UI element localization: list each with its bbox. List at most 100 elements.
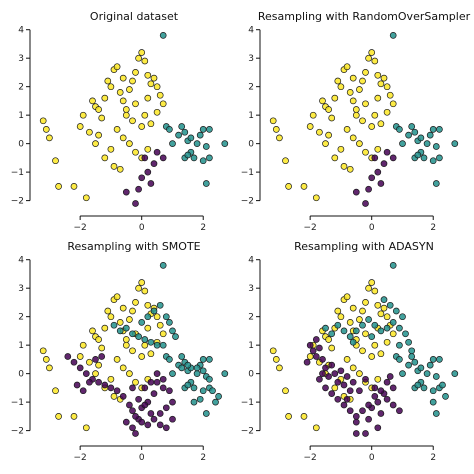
data-point-class-1 — [199, 367, 207, 375]
data-point-class-0 — [132, 413, 139, 420]
data-point-class-1 — [432, 180, 440, 187]
data-point-class-2 — [343, 126, 351, 133]
data-point-class-1 — [196, 131, 204, 139]
data-point-class-1 — [386, 301, 394, 309]
y-tick-label: 0 — [248, 140, 254, 150]
data-point-class-2 — [107, 375, 115, 383]
data-point-class-0 — [319, 356, 326, 363]
data-point-class-1 — [436, 356, 443, 363]
data-point-class-0 — [169, 398, 176, 406]
data-point-class-0 — [82, 370, 90, 377]
data-point-class-2 — [135, 54, 142, 62]
data-point-class-1 — [156, 301, 164, 309]
data-point-class-1 — [199, 387, 207, 395]
data-point-class-2 — [343, 63, 351, 71]
y-tick-label: −1 — [11, 398, 24, 408]
data-point-class-0 — [135, 185, 142, 193]
data-point-class-2 — [116, 319, 124, 326]
data-point-class-2 — [92, 140, 99, 147]
data-point-class-0 — [70, 358, 78, 366]
data-point-class-2 — [86, 358, 93, 366]
y-tick-label: 2 — [18, 83, 24, 93]
data-point-class-2 — [153, 108, 161, 116]
x-tick-label: 0 — [369, 223, 375, 233]
y-tick-label: 4 — [18, 26, 24, 36]
data-point-class-0 — [352, 413, 360, 420]
data-point-class-2 — [377, 120, 385, 128]
data-point-class-2 — [377, 80, 385, 88]
data-point-class-2 — [156, 321, 164, 329]
data-point-class-1 — [426, 361, 434, 369]
data-point-class-2 — [119, 134, 127, 142]
data-point-class-1 — [396, 324, 403, 332]
data-point-class-1 — [181, 128, 189, 136]
data-point-class-0 — [147, 410, 155, 417]
data-point-class-2 — [328, 344, 336, 352]
data-point-class-2 — [129, 117, 136, 125]
data-point-class-2 — [153, 83, 161, 91]
data-point-class-2 — [129, 347, 136, 355]
data-point-class-2 — [356, 370, 363, 377]
data-point-class-2 — [343, 293, 351, 301]
data-point-class-0 — [383, 395, 391, 403]
data-point-class-1 — [432, 410, 440, 417]
data-point-class-0 — [377, 180, 385, 187]
data-point-class-2 — [331, 154, 339, 162]
data-point-class-2 — [352, 106, 360, 113]
data-point-class-1 — [116, 327, 124, 335]
data-point-class-0 — [374, 424, 382, 432]
data-point-class-2 — [334, 77, 342, 85]
data-point-class-1 — [420, 154, 428, 162]
data-point-class-0 — [73, 381, 81, 389]
data-point-class-1 — [392, 307, 400, 315]
y-tick-label: −1 — [241, 168, 254, 178]
y-tick-label: 3 — [248, 54, 254, 64]
data-point-class-1 — [215, 393, 222, 400]
data-point-class-2 — [132, 69, 139, 76]
data-point-class-2 — [138, 353, 146, 360]
data-point-class-2 — [39, 347, 47, 355]
data-point-class-1 — [110, 321, 118, 329]
data-point-class-2 — [42, 356, 50, 363]
y-tick-label: 2 — [18, 313, 24, 323]
data-point-class-0 — [346, 407, 354, 415]
data-point-class-0 — [138, 174, 146, 182]
data-point-class-1 — [349, 338, 357, 346]
data-point-class-1 — [184, 361, 192, 369]
data-point-class-1 — [147, 338, 155, 346]
data-point-class-2 — [104, 307, 112, 315]
data-point-class-1 — [365, 316, 372, 323]
x-tick-label: 2 — [430, 453, 436, 463]
data-point-class-2 — [144, 94, 152, 102]
data-point-class-2 — [95, 106, 102, 113]
data-point-class-2 — [55, 183, 62, 190]
panel-original-dataset: Original dataset −2 0 2 −2 −1 0 1 2 3 4 — [11, 10, 229, 233]
data-point-class-0 — [159, 375, 167, 383]
data-point-class-2 — [359, 347, 366, 355]
data-point-class-0 — [316, 375, 323, 383]
data-point-class-2 — [300, 413, 308, 420]
data-point-class-2 — [101, 324, 109, 332]
data-point-class-2 — [39, 117, 47, 125]
data-point-class-0 — [352, 418, 360, 426]
data-point-class-1 — [209, 387, 216, 395]
data-point-class-0 — [153, 378, 161, 386]
data-point-class-1 — [202, 143, 210, 150]
data-point-class-1 — [368, 333, 376, 340]
data-point-class-2 — [113, 356, 121, 363]
data-point-class-1 — [399, 313, 406, 321]
data-point-class-0 — [107, 384, 115, 392]
data-point-class-2 — [141, 111, 149, 119]
data-point-class-2 — [362, 330, 369, 338]
data-point-class-2 — [276, 364, 283, 372]
data-point-class-2 — [368, 123, 376, 130]
data-point-class-2 — [325, 106, 332, 113]
data-point-class-0 — [162, 404, 170, 412]
data-point-class-2 — [107, 313, 115, 321]
data-point-class-2 — [52, 387, 59, 395]
data-point-class-2 — [389, 330, 397, 338]
data-point-class-2 — [368, 353, 376, 360]
data-point-class-0 — [365, 415, 372, 423]
y-tick-label: 1 — [18, 111, 24, 121]
